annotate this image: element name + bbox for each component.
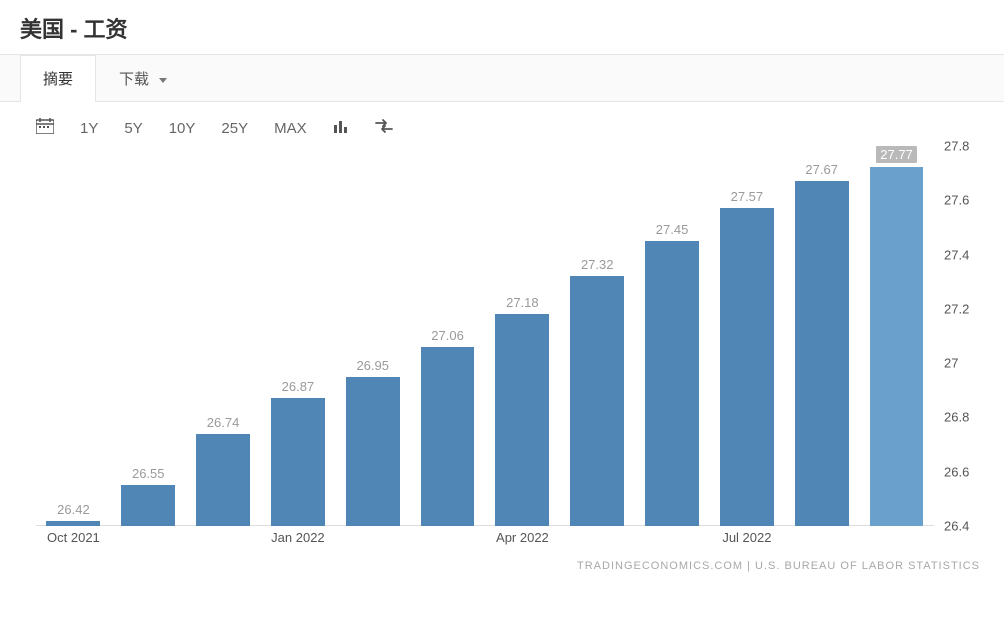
bar[interactable]	[720, 208, 774, 526]
tab-download-label: 下载	[119, 71, 149, 88]
bar-value-label: 26.95	[356, 358, 389, 373]
bar-column: 26.95	[335, 146, 410, 526]
bar-value-label: 27.45	[656, 222, 689, 237]
range-5y[interactable]: 5Y	[124, 120, 142, 137]
bar-column: 27.18	[485, 146, 560, 526]
calendar-icon[interactable]	[36, 118, 54, 138]
bar-value-label: 26.42	[57, 502, 90, 517]
y-tick-label: 27.6	[944, 193, 969, 208]
bar[interactable]	[121, 485, 175, 526]
bar-value-label: 26.74	[207, 415, 240, 430]
bar-column: 27.67	[784, 146, 859, 526]
tab-download[interactable]: 下载	[96, 55, 190, 101]
bar-column: 26.55	[111, 146, 186, 526]
y-tick-label: 27.8	[944, 139, 969, 154]
chart-attribution: TRADINGECONOMICS.COM | U.S. BUREAU OF LA…	[0, 546, 1004, 582]
tab-summary-label: 摘要	[43, 71, 73, 88]
chart-toolbar: 1Y 5Y 10Y 25Y MAX	[0, 102, 1004, 146]
bar-column: 27.57	[709, 146, 784, 526]
compare-icon[interactable]	[375, 119, 393, 137]
bar-column: 26.74	[186, 146, 261, 526]
bar-column: 27.32	[560, 146, 635, 526]
bar-value-label: 27.06	[431, 328, 464, 343]
x-axis: Oct 2021 Jan 2022 Apr 2022 Jul 2022	[36, 530, 934, 550]
bar-value-label: 26.55	[132, 466, 165, 481]
range-25y[interactable]: 25Y	[221, 120, 248, 137]
bar[interactable]	[346, 377, 400, 526]
y-tick-label: 26.6	[944, 464, 969, 479]
x-tick-label: Jan 2022	[271, 530, 325, 545]
bar-value-label: 27.67	[805, 162, 838, 177]
bars-container: 26.42 26.55 26.74 26.87 26.95 27.06 27.18 27.32…	[36, 146, 934, 526]
bar-value-label: 27.32	[581, 257, 614, 272]
bar-value-label: 27.18	[506, 295, 539, 310]
chevron-down-icon	[159, 78, 167, 83]
y-tick-label: 27.2	[944, 301, 969, 316]
bar-value-label: 26.87	[282, 379, 315, 394]
y-axis: 26.426.626.82727.227.427.627.8	[938, 146, 986, 546]
tab-summary[interactable]: 摘要	[20, 55, 96, 102]
range-max[interactable]: MAX	[274, 120, 307, 137]
page-header: 美国 - 工资	[0, 0, 1004, 55]
range-1y[interactable]: 1Y	[80, 120, 98, 137]
bar[interactable]	[271, 398, 325, 526]
bar-column: 27.06	[410, 146, 485, 526]
y-tick-label: 26.8	[944, 410, 969, 425]
bar-chart-icon[interactable]	[333, 118, 349, 138]
tab-bar: 摘要 下载	[0, 55, 1004, 102]
x-tick-label: Apr 2022	[496, 530, 549, 545]
bar[interactable]	[795, 181, 849, 526]
bar-value-label: 27.77	[876, 146, 917, 163]
y-tick-label: 27	[944, 356, 958, 371]
bar-column: 26.42	[36, 146, 111, 526]
bar[interactable]	[495, 314, 549, 526]
bar[interactable]	[645, 241, 699, 526]
bar[interactable]	[196, 434, 250, 526]
y-tick-label: 27.4	[944, 247, 969, 262]
x-tick-label: Oct 2021	[47, 530, 100, 545]
y-tick-label: 26.4	[944, 519, 969, 534]
bar-column: 27.45	[635, 146, 710, 526]
x-tick-label: Jul 2022	[722, 530, 771, 545]
bar[interactable]	[46, 521, 100, 526]
bar[interactable]	[570, 276, 624, 526]
bar-column: 27.77	[859, 146, 934, 526]
bar-column: 26.87	[260, 146, 335, 526]
bar[interactable]	[421, 347, 475, 526]
range-10y[interactable]: 10Y	[169, 120, 196, 137]
bar[interactable]	[870, 167, 924, 526]
page-title: 美国 - 工资	[20, 12, 984, 44]
bar-value-label: 27.57	[731, 189, 764, 204]
wages-chart: 26.42 26.55 26.74 26.87 26.95 27.06 27.18 27.32…	[18, 146, 986, 546]
